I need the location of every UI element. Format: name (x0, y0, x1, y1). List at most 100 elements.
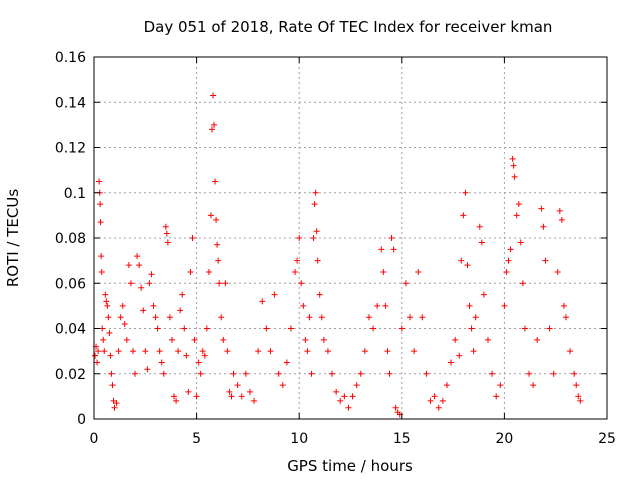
data-point (324, 348, 331, 355)
data-point (168, 336, 175, 343)
data-point (197, 370, 204, 377)
data-point (464, 262, 471, 269)
y-tick-label: 0 (77, 412, 86, 428)
data-point (489, 370, 496, 377)
data-point (115, 348, 122, 355)
data-point (577, 397, 584, 404)
data-point (287, 325, 294, 332)
data-point (378, 246, 385, 253)
data-point (162, 223, 169, 230)
data-point (105, 314, 112, 321)
data-point (345, 404, 352, 411)
data-point (365, 314, 372, 321)
data-point (470, 348, 477, 355)
data-point (96, 178, 103, 185)
data-point (177, 307, 184, 314)
data-point (134, 253, 141, 260)
data-point (398, 325, 405, 332)
data-point (511, 173, 518, 180)
data-point (540, 223, 547, 230)
data-point (173, 397, 180, 404)
data-point (415, 268, 422, 275)
x-tick-label: 10 (290, 431, 308, 447)
data-point (125, 262, 132, 269)
data-point (142, 348, 149, 355)
data-point (313, 228, 320, 235)
data-point (296, 235, 303, 241)
data-point (353, 382, 360, 389)
data-point (97, 219, 104, 226)
data-point (263, 325, 270, 332)
data-point (560, 302, 567, 309)
data-point (509, 155, 516, 162)
data-point (513, 212, 520, 219)
data-point (384, 348, 391, 355)
data-point (104, 302, 111, 309)
data-point (456, 352, 463, 359)
data-point (207, 212, 214, 219)
data-point (439, 397, 446, 404)
data-point (224, 348, 231, 355)
data-point (298, 280, 305, 287)
data-point (211, 121, 218, 128)
data-point (575, 393, 582, 400)
x-tick-label: 25 (598, 431, 616, 447)
data-point (185, 388, 192, 395)
data-point (251, 397, 258, 404)
data-point (166, 314, 173, 321)
data-point (94, 359, 101, 366)
data-point (460, 212, 467, 219)
chart-title: Day 051 of 2018, Rate Of TEC Index for r… (144, 18, 553, 36)
data-point (542, 257, 549, 264)
data-point (497, 382, 504, 389)
data-point (117, 314, 124, 321)
data-point (160, 370, 167, 377)
data-point (573, 382, 580, 389)
data-point (386, 370, 393, 377)
data-point (183, 352, 190, 359)
data-point (349, 393, 356, 400)
data-point (103, 298, 110, 305)
data-point (534, 336, 541, 343)
data-point (458, 257, 465, 264)
data-point (310, 235, 317, 241)
y-tick-label: 0.06 (55, 276, 86, 292)
data-point (111, 404, 118, 411)
x-tick-label: 0 (90, 431, 99, 447)
data-point (562, 314, 569, 321)
data-point (156, 348, 163, 355)
data-point (380, 268, 387, 275)
data-point (515, 201, 522, 208)
data-point (466, 302, 473, 309)
data-point (222, 280, 229, 287)
data-point (140, 307, 147, 314)
data-point (472, 314, 479, 321)
data-point (92, 352, 99, 359)
data-point (144, 366, 151, 373)
data-point (218, 314, 225, 321)
data-point (213, 216, 220, 223)
data-point (329, 370, 336, 377)
data-point (546, 325, 553, 332)
data-point (480, 291, 487, 298)
axis-ticks: 0 0.02 0.04 0.06 0.08 0.1 0.12 0.14 0.16 0 5 10 15 20… (55, 50, 616, 447)
data-point (220, 336, 227, 343)
data-point (550, 370, 557, 377)
data-point (292, 268, 299, 275)
data-point (234, 382, 241, 389)
data-point (110, 397, 117, 404)
data-points (92, 92, 584, 418)
data-point (503, 268, 510, 275)
x-axis-label: GPS time / hours (287, 457, 413, 475)
data-point (107, 352, 114, 359)
data-point (311, 201, 318, 208)
y-tick-label: 0.16 (55, 50, 86, 66)
data-point (567, 348, 574, 355)
y-axis-label: ROTI / TECUs (4, 189, 22, 287)
data-point (507, 246, 514, 253)
data-point (210, 92, 217, 99)
data-point (271, 291, 278, 298)
data-point (493, 393, 500, 400)
data-point (462, 189, 469, 196)
y-tick-label: 0.08 (55, 231, 86, 247)
